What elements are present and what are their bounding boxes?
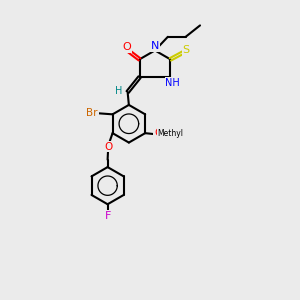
Text: S: S — [182, 45, 189, 55]
Text: NH: NH — [166, 78, 180, 88]
Text: O: O — [123, 43, 131, 52]
Text: Methyl: Methyl — [158, 129, 183, 138]
Text: H: H — [115, 86, 123, 96]
Text: Br: Br — [86, 108, 98, 118]
Text: O: O — [104, 142, 112, 152]
Text: N: N — [151, 41, 159, 52]
Text: O: O — [154, 128, 162, 138]
Text: F: F — [104, 211, 111, 221]
